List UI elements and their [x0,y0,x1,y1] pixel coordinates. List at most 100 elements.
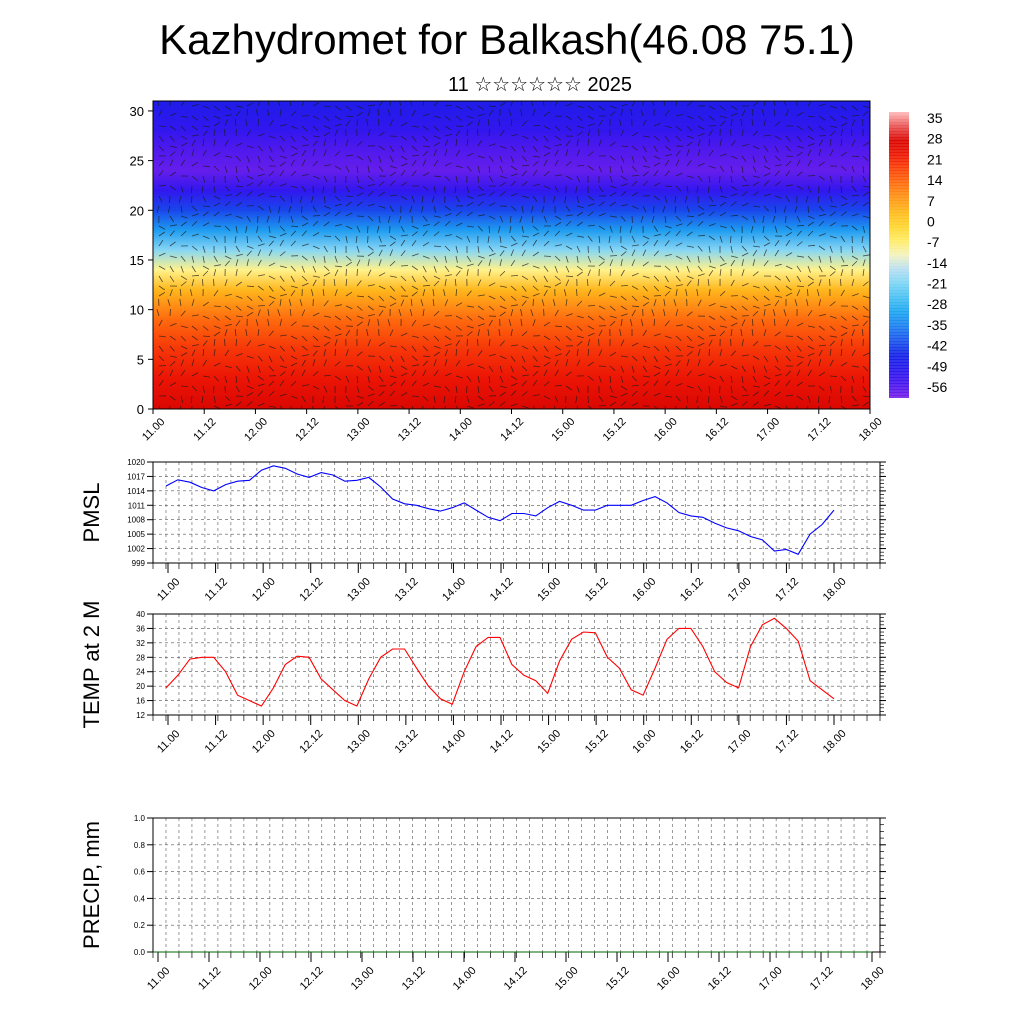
heatmap-xtick-label: 18.00 [857,416,885,444]
pmsl-xtick-label: 16.12 [678,576,706,604]
colorbar-tick-label: 35 [927,110,943,126]
colorbar-tick-label: -56 [927,379,947,395]
heatmap-ytick-label: 25 [130,154,144,169]
pmsl-ytick-label: 1008 [127,516,145,525]
precip-ylabel: PRECIP, mm [79,821,104,949]
colorbar-strip [889,112,909,398]
pmsl-xtick-label: 13.00 [345,576,373,604]
precip-ytick-label: 0.4 [134,894,146,903]
heatmap-xtick-label: 11.12 [191,416,218,443]
pmsl-ytick-label: 1014 [127,487,145,496]
wind-vectors [156,101,870,409]
pmsl-xtick-label: 13.12 [393,576,421,604]
pmsl-ytick-label: 1011 [128,501,146,510]
heatmap-ytick-label: 15 [130,253,144,268]
temp-ytick-label: 20 [136,682,145,691]
temp-xtick-label: 11.12 [203,728,230,755]
pmsl-ytick-label: 999 [132,559,146,568]
precip-xtick-label: 11.00 [145,965,172,992]
precip-xtick-label: 16.12 [706,965,734,993]
temp-xtick-label: 13.00 [345,728,373,756]
temp-xtick-label: 12.12 [297,728,325,756]
heatmap-xtick-label: 16.00 [652,416,680,444]
precip-grid [153,818,880,952]
precip-xtick-label: 15.00 [553,965,581,993]
heatmap-xtick-label: 13.00 [345,416,373,444]
precip-xtick-label: 13.00 [349,965,377,993]
chart-subtitle: 11 ☆☆☆☆☆☆ 2025 [448,74,632,96]
colorbar: 35 28 21 14 7 0 -7 -14 -21 -28 -35 -42 -49 -56 [889,110,947,398]
temp-grid [153,614,880,715]
heatmap-ytick-label: 30 [130,104,144,119]
heatmap-xtick-label: 14.00 [447,416,475,444]
heatmap-xtick-label: 12.12 [293,416,321,444]
pmsl-ylabel: PMSL [79,483,104,543]
temp-ytick-label: 16 [136,697,145,706]
precip-ytick-label: 0.8 [134,841,146,850]
pmsl-ytick-label: 1005 [127,530,145,539]
precip-xtick-label: 15.12 [604,965,632,993]
temp-xtick-label: 15.12 [583,728,611,756]
colorbar-tick-label: 28 [927,131,943,147]
pmsl-xtick-label: 14.12 [488,576,516,604]
colorbar-tick-label: 7 [927,193,935,209]
precip-ytick-label: 0.6 [134,868,146,877]
precip-ytick-label: 1.0 [134,814,146,823]
precip-panel: 0.0 0.2 0.4 0.6 0.8 1.0 11.00 11.12 12.00 12.12 13… [79,814,887,993]
colorbar-tick-label: -42 [927,338,947,354]
temp-xtick-label: 15.00 [535,728,563,756]
colorbar-tick-label: 0 [927,213,935,229]
temp-xtick-label: 13.12 [393,728,421,756]
pmsl-xtick-label: 14.00 [440,576,468,604]
precip-xtick-label: 13.12 [400,965,428,993]
precip-xtick-label: 11.12 [196,965,223,992]
colorbar-tick-label: -7 [927,234,940,250]
colorbar-tick-label: 14 [927,172,943,188]
pmsl-ytick-label: 1017 [127,472,145,481]
pmsl-grid [153,462,880,563]
heatmap-ytick-label: 0 [137,402,144,417]
precip-xtick-label: 17.00 [757,965,785,993]
precip-xtick-label: 12.00 [247,965,275,993]
pmsl-xtick-label: 12.12 [297,576,325,604]
temp-xtick-label: 11.00 [155,728,182,755]
precip-xtick-label: 18.00 [859,965,887,993]
colorbar-tick-label: -28 [927,296,947,312]
heatmap-panel: 0 5 10 15 20 25 30 11.00 11.12 12.00 12.12 13.00 13.… [130,100,885,444]
temp-panel: 12 16 20 24 28 32 36 40 11.00 11.12 12.00 12.12 13.0… [79,601,886,756]
heatmap-xtick-label: 16.12 [703,416,731,444]
pmsl-xtick-label: 17.12 [773,576,801,604]
heatmap-xtick-label: 15.12 [601,416,629,444]
colorbar-tick-label: 21 [927,151,943,167]
precip-ytick-label: 0.2 [134,921,146,930]
pmsl-xtick-label: 15.12 [583,576,611,604]
heatmap-xtick-label: 17.12 [806,416,834,444]
temp-xtick-label: 12.00 [250,728,278,756]
temp-xtick-label: 14.00 [440,728,468,756]
heatmap-xtick-label: 15.00 [549,416,577,444]
temp-ytick-label: 28 [136,653,145,662]
heatmap-ytick-label: 5 [137,352,144,367]
precip-xtick-label: 16.00 [655,965,683,993]
heatmap-xtick-label: 13.12 [396,416,424,444]
precip-xtick-label: 14.00 [451,965,479,993]
temp-xtick-label: 17.00 [726,728,754,756]
precip-ytick-label: 0.0 [134,948,146,957]
pmsl-xtick-label: 17.00 [726,576,754,604]
temp-ytick-label: 36 [136,624,145,633]
pmsl-xtick-label: 11.00 [155,576,182,603]
heatmap-ytick-label: 10 [130,303,144,318]
pmsl-xtick-label: 16.00 [630,576,658,604]
pmsl-ytick-label: 1020 [127,458,145,467]
heatmap-xtick-label: 12.00 [242,416,270,444]
colorbar-tick-label: -21 [927,276,947,292]
pmsl-xtick-label: 12.00 [250,576,278,604]
temp-xtick-label: 18.00 [821,728,849,756]
temp-xtick-label: 16.00 [630,728,658,756]
temp-xtick-label: 17.12 [773,728,801,756]
temp-ylabel: TEMP at 2 M [79,601,104,729]
pmsl-panel: 999 1002 1005 1008 1011 1014 1017 1020 11.00 11.1… [79,458,886,604]
colorbar-tick-label: -14 [927,255,947,271]
temp-ytick-label: 24 [136,668,145,677]
